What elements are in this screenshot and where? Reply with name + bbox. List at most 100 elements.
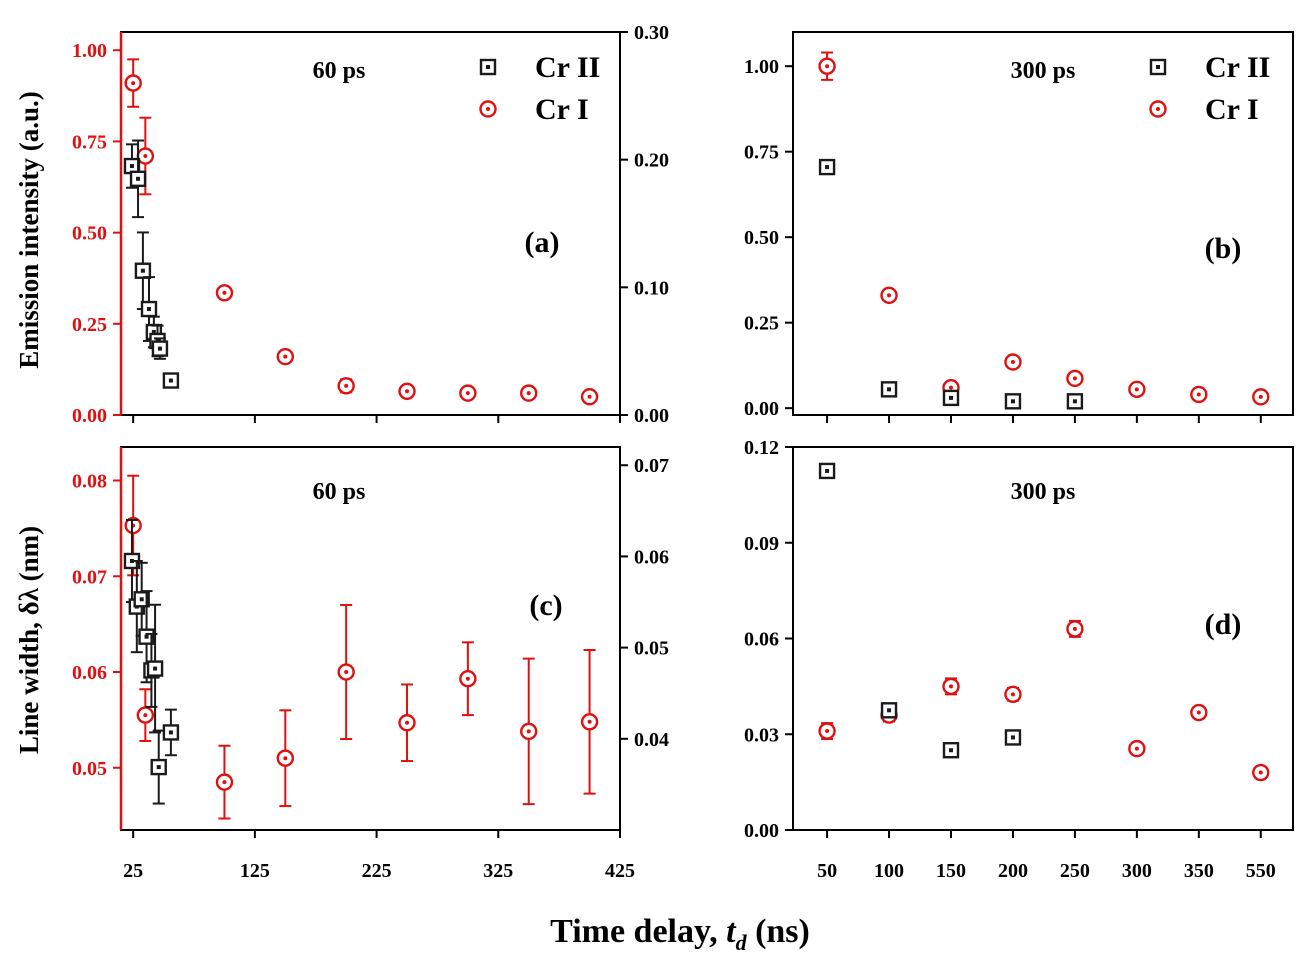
panel-c-right-tick-label: 0.04 (634, 729, 669, 751)
panel-c-cr1-point-dot (587, 719, 592, 724)
panel-c-cr1-point-dot (283, 756, 288, 761)
panel-d-cr2-point-dot (887, 708, 892, 713)
panel-b-cr2-point-dot (887, 387, 892, 392)
panel-d-cr1-point-dot (825, 729, 830, 734)
panel-d-left-tick-label: 0.03 (744, 724, 779, 746)
panel-b-left-tick-label: 0.25 (744, 313, 779, 335)
panel-d-x-tick-label: 100 (874, 860, 904, 882)
panel-a-cr1-point-dot (222, 290, 227, 295)
panel-c-cr2-point-dot (168, 730, 173, 735)
panel-b-cr2-point-dot (948, 395, 953, 400)
panel-c-left-tick-label: 0.05 (72, 758, 107, 780)
panel-b-legend-label: Cr I (1205, 93, 1259, 126)
panel-d-cr2-point-dot (948, 748, 953, 753)
panel-d-cr2-point-dot (1010, 735, 1015, 740)
panel-c-cr2-point-dot (153, 666, 158, 671)
panel-b-left-tick-label: 0.50 (744, 227, 779, 249)
panel-a-right-tick-label: 0.30 (634, 22, 669, 44)
panel-a-right-tick-label: 0.20 (634, 150, 669, 172)
panel-c-x-tick-label: 125 (240, 860, 270, 882)
panel-c-left-tick-label: 0.08 (72, 471, 107, 493)
panel-b-cr1-point-dot (1258, 394, 1263, 399)
panel-d-cr1-point-dot (1072, 626, 1077, 631)
panel-c-cr1-point-dot (143, 713, 148, 718)
panel-a-cr2-point-dot (136, 176, 141, 181)
panel-b-cr1-point-dot (825, 64, 830, 69)
panel-a-left-tick-label: 0.75 (72, 131, 107, 153)
x-axis-label-suffix: (ns) (747, 913, 810, 950)
panel-b-cr2-point-dot (1072, 399, 1077, 404)
x-axis-label-var: t (726, 913, 737, 950)
panel-b-left-tick-label: 1.00 (744, 56, 779, 78)
panel-d-left-tick-label: 0.12 (744, 437, 779, 459)
panel-a-cr2-point-dot (157, 346, 162, 351)
y-axis-label-bottom: Line width, δλ (nm) (14, 526, 44, 754)
panel-d-x-tick-label: 50 (817, 860, 837, 882)
panel-b-panel-label: (b) (1205, 232, 1242, 265)
panel-a-cr1-point-dot (344, 383, 349, 388)
panel-a-left-tick-label: 1.00 (72, 40, 107, 62)
panel-b-left-tick-label: 0.00 (744, 398, 779, 420)
panel-a-cr2-point-dot (129, 164, 134, 169)
panel-b-title: 300 ps (1011, 58, 1076, 84)
panel-b-legend-label: Cr II (1205, 51, 1270, 84)
panel-a-legend-label: Cr I (535, 93, 589, 126)
panel-a-left-tick-label: 0.25 (72, 314, 107, 336)
panel-d-cr2-point-dot (825, 468, 830, 473)
panel-b-cr1-point-dot (887, 293, 892, 298)
panel-d-left-tick-label: 0.06 (744, 629, 779, 651)
panel-a-cr1-point-dot (587, 394, 592, 399)
panel-c-left-tick-label: 0.06 (72, 662, 107, 684)
x-axis-label-sub: d (736, 930, 748, 955)
panel-c-left-tick-label: 0.07 (72, 566, 107, 588)
panel-a-cr1-point-dot (283, 354, 288, 359)
panel-c-cr2-point-dot (144, 634, 149, 639)
panel-b-cr1-point-dot (948, 385, 953, 390)
panel-c-frame (120, 446, 621, 831)
panel-b-cr2-point-dot (1010, 399, 1015, 404)
panel-c-x-tick-label: 225 (362, 860, 392, 882)
panel-d-x-tick-label: 350 (1184, 860, 1214, 882)
panel-d-x-tick-label: 150 (936, 860, 966, 882)
panel-d-x-tick-label: 550 (1246, 860, 1276, 882)
panel-b-legend-marker-dot (1156, 107, 1160, 111)
panel-d-left-tick-label: 0.09 (744, 533, 779, 555)
panel-c-x-tick-label: 425 (605, 860, 635, 882)
panel-a-cr2-point-dot (146, 307, 151, 312)
panel-d-x-tick-label: 300 (1122, 860, 1152, 882)
panel-c-panel-label: (c) (529, 589, 562, 622)
panel-c-right-tick-label: 0.05 (634, 638, 669, 660)
panel-a-cr2-point-dot (151, 330, 156, 335)
panel-c-right-tick-label: 0.07 (634, 455, 669, 477)
panel-d-panel-label: (d) (1205, 608, 1242, 641)
panel-d-cr1-point-dot (948, 684, 953, 689)
panel-a-cr1-point-dot (131, 81, 136, 86)
panel-b-left-tick-label: 0.75 (744, 142, 779, 164)
panel-b-cr1-point-dot (1196, 392, 1201, 397)
panel-a-cr1-point-dot (143, 154, 148, 159)
panel-d-title: 300 ps (1011, 479, 1076, 505)
panel-b-frame (792, 31, 1294, 416)
x-axis-label: Time delay, td (ns) (550, 913, 810, 955)
panel-a-title: 60 ps (313, 58, 366, 84)
panel-d-left-tick-label: 0.00 (744, 820, 779, 842)
y-axis-label-top: Emission intensity (a.u.) (14, 91, 44, 369)
panel-a-right-tick-label: 0.00 (634, 405, 669, 427)
x-axis-label-prefix: Time delay, (550, 913, 726, 950)
panel-c-right-tick-label: 0.06 (634, 546, 669, 568)
panel-a-cr2-point-dot (168, 378, 173, 383)
panel-c-cr1-point-dot (526, 729, 531, 734)
panel-d-cr1-point-dot (1196, 710, 1201, 715)
panel-c-cr2-point-dot (139, 597, 144, 602)
panel-a-cr2-point-dot (140, 268, 145, 273)
panel-d-cr1-point-dot (1258, 770, 1263, 775)
panel-a-cr1-point-dot (526, 391, 531, 396)
panel-a-legend-label: Cr II (535, 51, 600, 84)
panel-a-legend-marker-dot (486, 107, 490, 111)
panel-d-x-tick-label: 200 (998, 860, 1028, 882)
panel-c-x-tick-label: 25 (123, 860, 143, 882)
panel-b-cr1-point-dot (1134, 387, 1139, 392)
panel-b-legend-marker-dot (1156, 65, 1160, 69)
panel-c-cr1-point-dot (405, 720, 410, 725)
